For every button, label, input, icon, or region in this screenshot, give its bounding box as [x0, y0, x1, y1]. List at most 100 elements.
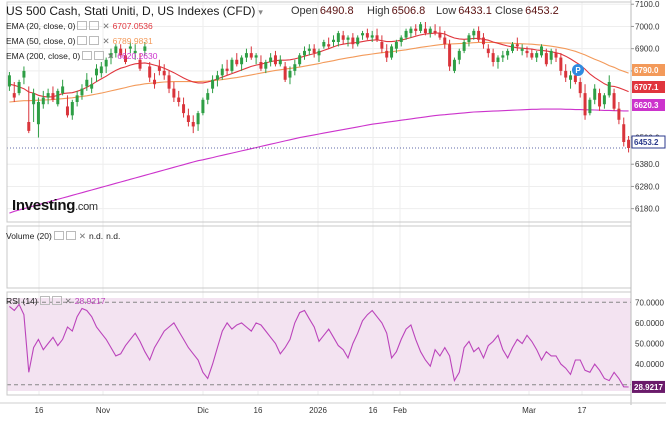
visibility-icon[interactable] — [65, 231, 76, 240]
indicator-volume[interactable]: Volume (20) ✕ n.d. n.d. — [6, 231, 121, 241]
price-badge-bg — [632, 64, 665, 76]
settings-icon[interactable] — [39, 296, 50, 305]
candle-body — [273, 55, 277, 65]
candle-body — [404, 30, 408, 38]
x-tick-label: Mar — [522, 406, 536, 415]
candle-body — [336, 33, 340, 42]
candle-body — [307, 48, 311, 51]
candle-body — [593, 88, 597, 100]
candle-body — [312, 48, 316, 54]
candle-body — [99, 66, 103, 74]
candle-body — [293, 64, 297, 71]
candle-body — [51, 93, 55, 100]
candle-body — [201, 99, 205, 114]
ohlc-close: Close 6453.2 — [495, 5, 559, 17]
candle-body — [399, 37, 403, 42]
indicator-ema200[interactable]: EMA (200, close, 0) ✕ 6620.2630 — [6, 51, 158, 61]
ohlc-high: High 6506.8 — [367, 5, 426, 17]
visibility-icon[interactable] — [89, 21, 100, 30]
rsi-series-line — [9, 303, 629, 388]
y-tick-label: 7100.0 — [635, 0, 660, 9]
close-icon[interactable]: ✕ — [102, 21, 110, 31]
price-badge: 6707.1 — [634, 83, 659, 92]
rsi-line — [7, 301, 631, 388]
candle-body — [375, 35, 379, 40]
candle-body — [564, 70, 568, 78]
ohlc-open: Open 6490.8 — [291, 5, 354, 17]
candle-body — [501, 55, 505, 58]
candle-body — [104, 59, 108, 67]
x-tick-label: 16 — [35, 406, 44, 415]
candle-body — [12, 93, 16, 98]
candle-body — [162, 70, 166, 76]
candle-body — [602, 95, 606, 105]
x-tick-label: Feb — [393, 406, 407, 415]
visibility-icon[interactable] — [94, 51, 105, 60]
candle-body — [182, 104, 186, 114]
candle-body — [452, 59, 456, 71]
candle-body — [230, 59, 234, 71]
candle-body — [530, 53, 534, 58]
candle-body — [22, 70, 26, 78]
close-icon[interactable]: ✕ — [107, 51, 115, 61]
chart-title[interactable]: US 500 Cash, Stati Uniti, D, US Indexes … — [6, 4, 263, 18]
svg-text:P: P — [575, 66, 581, 75]
pane-frames — [0, 0, 666, 405]
rsi-badge-bg — [632, 380, 665, 393]
candle-body — [254, 55, 258, 58]
price-badge-bg — [632, 81, 665, 93]
candle-body — [515, 44, 519, 47]
candle-body — [351, 37, 355, 45]
settings-icon[interactable] — [53, 231, 64, 240]
candle-body — [75, 95, 79, 102]
close-icon[interactable]: ✕ — [64, 296, 72, 306]
candle-body — [559, 57, 563, 71]
settings-icon[interactable] — [77, 36, 88, 45]
candle-body — [283, 66, 287, 80]
candle-body — [128, 46, 132, 49]
indicator-rsi[interactable]: RSI (14) ✕ 28.9217 — [6, 296, 106, 306]
candle-body — [365, 33, 369, 38]
candle-body — [32, 93, 36, 105]
candle-body — [61, 86, 65, 94]
indicator-ema50[interactable]: EMA (50, close, 0) ✕ 6789.9831 — [6, 36, 153, 46]
candle-body — [288, 70, 292, 78]
settings-icon[interactable] — [77, 21, 88, 30]
candle-body — [423, 28, 427, 34]
rsi-band — [7, 298, 631, 391]
candle-body — [573, 75, 577, 82]
candle-body — [172, 88, 176, 98]
candle-body — [394, 42, 398, 49]
close-icon[interactable]: ✕ — [102, 36, 110, 46]
candle-body — [443, 37, 447, 45]
candle-body — [322, 42, 326, 47]
chevron-down-icon[interactable]: ▾ — [258, 7, 263, 17]
candle-body — [428, 28, 432, 34]
candle-body — [302, 50, 306, 56]
candle-body — [510, 44, 514, 51]
ema200-line — [9, 108, 629, 214]
candle-body — [472, 30, 476, 36]
candle-body — [17, 82, 21, 94]
candle-body — [249, 53, 253, 58]
x-tick-label: 2026 — [309, 406, 327, 415]
visibility-icon[interactable] — [89, 36, 100, 45]
candle-body — [70, 102, 74, 116]
candle-body — [506, 50, 510, 56]
candle-body — [588, 99, 592, 114]
candle-body — [298, 55, 302, 65]
close-icon[interactable]: ✕ — [78, 231, 86, 241]
candle-body — [481, 37, 485, 45]
indicator-ema20[interactable]: EMA (20, close, 0) ✕ 6707.0536 — [6, 21, 153, 31]
x-tick-label: 17 — [578, 406, 587, 415]
settings-icon[interactable] — [82, 51, 93, 60]
candle-body — [124, 55, 128, 62]
candle-body — [215, 75, 219, 80]
p-marker[interactable]: P — [572, 64, 584, 76]
visibility-icon[interactable] — [51, 296, 62, 305]
price-badges: 6790.0 6707.1 6620.3 6453.2 28.9217 — [631, 64, 666, 393]
candle-body — [220, 68, 224, 76]
candle-body — [627, 139, 631, 148]
candle-body — [90, 84, 94, 89]
